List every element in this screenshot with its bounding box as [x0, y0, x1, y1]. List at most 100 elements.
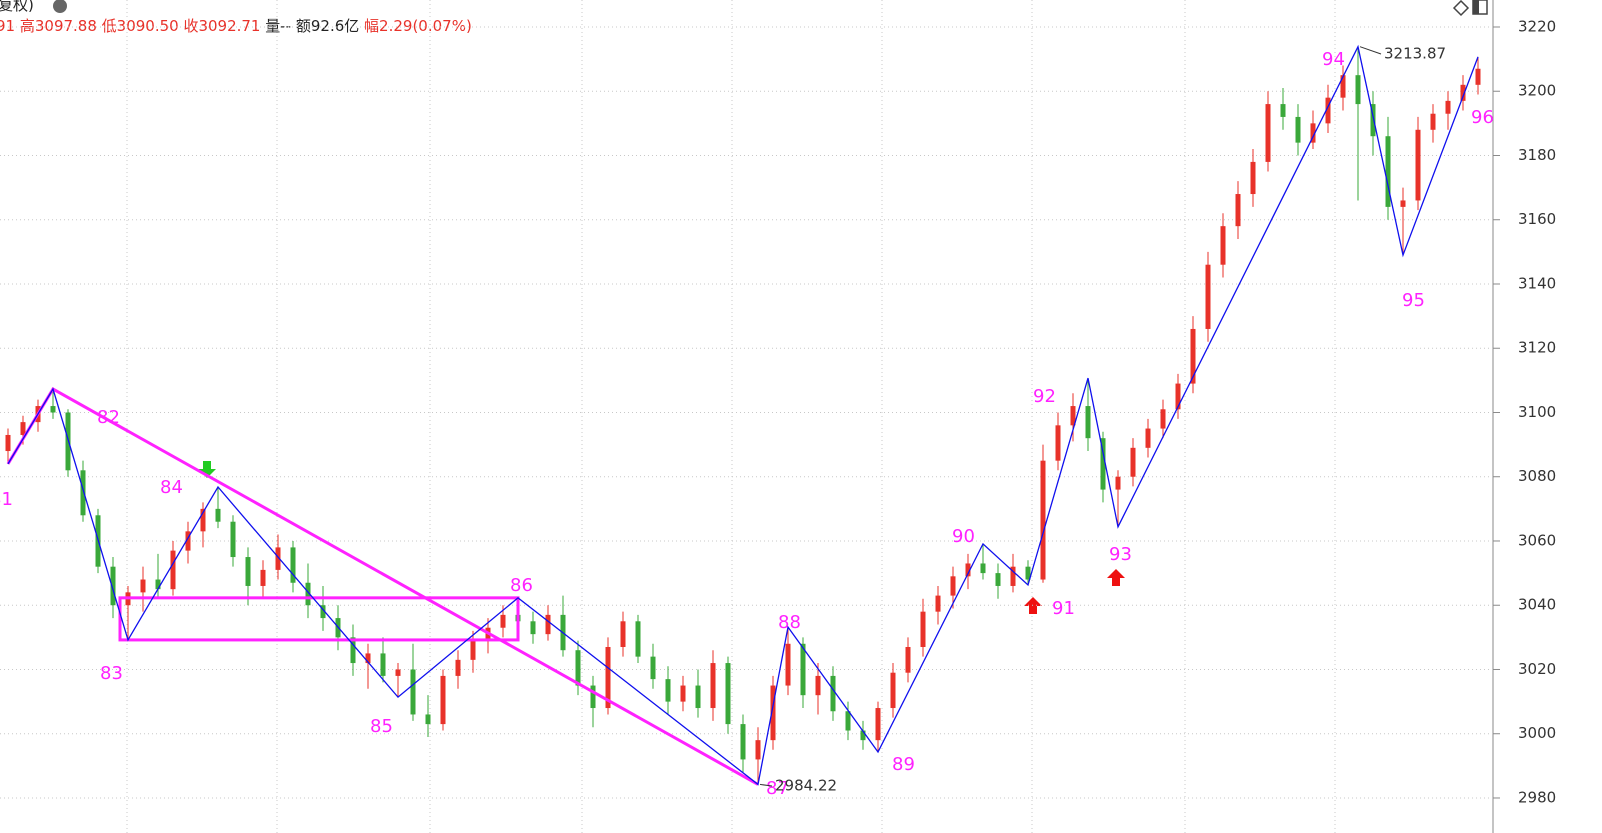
candle-body	[1370, 104, 1376, 137]
candle-body	[920, 611, 926, 647]
candle-body	[1010, 566, 1016, 586]
candle-body	[635, 621, 641, 657]
y-tick-label: 3140	[1518, 274, 1556, 292]
candle-body	[110, 566, 116, 606]
candle-body	[1175, 383, 1181, 410]
zigzag-label: 81	[0, 489, 13, 510]
candle-body	[1055, 425, 1061, 461]
candle-body	[20, 422, 26, 435]
candle-body	[1475, 68, 1481, 85]
candle-body	[1070, 406, 1076, 426]
zigzag-label: 93	[1109, 544, 1132, 565]
candle-body	[755, 740, 761, 760]
diamond-icon[interactable]	[1452, 0, 1470, 17]
y-tick-label: 3020	[1518, 660, 1556, 678]
candle-body	[500, 614, 506, 628]
y-tick-label: 3200	[1518, 82, 1556, 100]
candle-body	[1460, 84, 1466, 101]
candle-body	[1145, 428, 1151, 448]
candle-body	[290, 547, 296, 583]
candle-body	[725, 663, 731, 725]
candle-body	[740, 724, 746, 760]
candle-body	[905, 646, 911, 673]
y-tick-label: 3120	[1518, 339, 1556, 357]
candle-body	[170, 550, 176, 590]
candle-body	[800, 643, 806, 696]
candle-body	[1100, 438, 1106, 490]
candle-body	[860, 730, 866, 741]
y-tick-label: 2980	[1518, 788, 1556, 806]
zigzag-label: 94	[1322, 49, 1345, 70]
candle-body	[305, 582, 311, 606]
candle-body	[1355, 75, 1361, 105]
candle-body	[245, 557, 251, 586]
candle-body	[575, 650, 581, 686]
y-tick-label: 3040	[1518, 596, 1556, 614]
candle-body	[815, 675, 821, 696]
candle-body	[1205, 264, 1211, 329]
candle-body	[200, 508, 206, 532]
header-quote: 91 高3097.88 低3090.50 收3092.71 量-- 额92.6亿…	[0, 17, 472, 35]
zigzag-line	[7, 44, 1479, 786]
header-icon[interactable]	[53, 0, 67, 13]
zigzag-label: 91	[1052, 598, 1075, 619]
vertical-grid	[126, 0, 1336, 833]
candle-body	[950, 576, 956, 596]
candle-body	[1430, 113, 1436, 130]
quote-change: 幅2.29(0.07%)	[364, 17, 472, 35]
candle-body	[80, 470, 86, 516]
zigzag-label: 90	[952, 526, 975, 547]
candle-body	[770, 685, 776, 741]
zigzag-label: 88	[778, 612, 801, 633]
candle-body	[605, 646, 611, 709]
candle-body	[350, 637, 356, 664]
quote-volume: 量-- 额92.6亿	[265, 17, 359, 35]
y-tick-label: 3060	[1518, 531, 1556, 549]
candle-body	[1280, 104, 1286, 117]
candle-body	[275, 547, 281, 570]
candle-body	[995, 573, 1001, 586]
zigzag-label: 84	[160, 477, 183, 498]
candle-body	[410, 669, 416, 715]
candle-body	[710, 663, 716, 709]
candle-body	[1085, 406, 1091, 439]
candle-body	[5, 434, 11, 452]
candle-body	[830, 675, 836, 712]
sell-arrow	[198, 461, 216, 478]
candle-body	[215, 508, 221, 522]
zigzag-label: 87	[766, 778, 789, 799]
annotation-pointer	[759, 783, 773, 787]
candle-body	[1400, 200, 1406, 207]
buy-arrow	[1107, 569, 1125, 586]
candle-body	[1235, 194, 1241, 227]
candle-body	[785, 643, 791, 686]
candle-body	[1295, 116, 1301, 143]
candle-body	[935, 595, 941, 612]
candle-body	[1160, 409, 1166, 429]
candle-body	[1310, 123, 1316, 143]
candle-body	[545, 614, 551, 635]
candle-body	[380, 653, 386, 676]
candle-body	[590, 685, 596, 709]
candle-body	[1265, 104, 1271, 162]
candle-body	[365, 653, 371, 664]
candle-body	[50, 406, 56, 413]
candle-body	[140, 579, 146, 593]
candle-body	[155, 579, 161, 590]
y-tick-label: 3160	[1518, 210, 1556, 228]
candle-body	[980, 563, 986, 574]
candle-body	[1325, 97, 1331, 124]
panel-icon-fill	[1473, 0, 1479, 14]
candle-body	[1115, 476, 1121, 490]
candle-body	[665, 679, 671, 702]
zigzag-label: 95	[1402, 290, 1425, 311]
candle-body	[890, 672, 896, 709]
y-tick-label: 3080	[1518, 467, 1556, 485]
candle-body	[845, 711, 851, 731]
zigzag-label: 82	[97, 407, 120, 428]
candle-body	[965, 563, 971, 577]
candle-body	[470, 640, 476, 660]
zigzag-label: 89	[892, 754, 915, 775]
